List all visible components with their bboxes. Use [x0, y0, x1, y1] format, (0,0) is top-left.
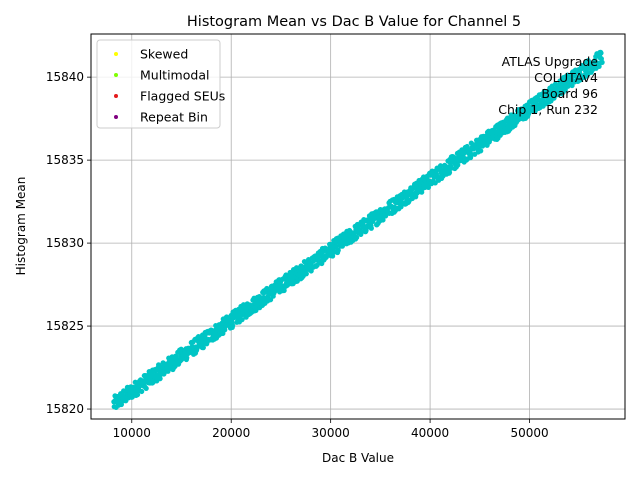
x-axis: 10000 20000 30000 40000 50000 — [113, 419, 549, 440]
data-points — [111, 49, 605, 410]
annotation-line: Board 96 — [541, 86, 598, 101]
data-point — [455, 162, 461, 168]
y-axis: 15820 15825 15830 15835 15840 — [46, 70, 91, 416]
x-axis-label: Dac B Value — [322, 451, 394, 465]
data-point — [184, 355, 190, 361]
legend-label: Repeat Bin — [140, 110, 208, 125]
data-point — [222, 327, 228, 333]
data-point — [478, 148, 484, 154]
data-point — [437, 163, 444, 169]
legend-label: Skewed — [140, 47, 188, 62]
x-tick-label: 30000 — [312, 426, 350, 440]
legend: Skewed Multimodal Flagged SEUs Repeat Bin — [96, 39, 225, 129]
chart-title: Histogram Mean vs Dac B Value for Channe… — [187, 14, 521, 30]
plot-frame — [90, 33, 626, 420]
x-tick-label: 50000 — [510, 426, 548, 440]
legend-marker — [114, 52, 118, 56]
data-point — [448, 165, 454, 171]
data-point — [333, 243, 339, 250]
data-point — [330, 253, 336, 259]
data-point — [354, 234, 360, 241]
y-tick-label: 15840 — [46, 70, 84, 84]
legend-box — [96, 39, 221, 129]
legend-marker — [114, 115, 118, 119]
annotation-line: ATLAS Upgrade — [502, 54, 599, 69]
legend-label: Flagged SEUs — [140, 89, 225, 104]
data-point — [599, 59, 605, 65]
data-point — [368, 225, 374, 231]
legend-marker — [114, 73, 118, 77]
data-point — [545, 94, 551, 100]
data-point — [598, 50, 604, 56]
legend-marker — [114, 94, 118, 98]
y-tick-label: 15830 — [46, 236, 84, 250]
x-tick-label: 20000 — [212, 426, 250, 440]
data-point — [281, 287, 287, 294]
x-tick-label: 40000 — [411, 426, 449, 440]
annotation-line: Chip 1, Run 232 — [498, 102, 598, 117]
y-tick-label: 15820 — [46, 402, 84, 416]
y-tick-label: 15825 — [46, 319, 84, 333]
annotation-line: COLUTAv4 — [534, 70, 598, 85]
y-tick-label: 15835 — [46, 153, 84, 167]
data-point — [139, 388, 145, 395]
data-point — [446, 169, 453, 176]
data-point — [303, 271, 309, 277]
data-point — [425, 184, 432, 191]
data-point — [239, 317, 245, 323]
data-point — [165, 368, 171, 374]
data-point — [596, 63, 602, 69]
y-axis-label: Histogram Mean — [14, 177, 28, 276]
grid-lines — [91, 34, 625, 419]
legend-label: Multimodal — [140, 68, 209, 83]
data-point — [247, 302, 253, 308]
data-point — [134, 392, 141, 398]
data-point — [143, 385, 149, 391]
data-point — [335, 247, 341, 253]
x-tick-label: 10000 — [113, 426, 151, 440]
data-point — [157, 376, 163, 382]
data-point — [230, 323, 236, 329]
data-point — [200, 345, 206, 351]
